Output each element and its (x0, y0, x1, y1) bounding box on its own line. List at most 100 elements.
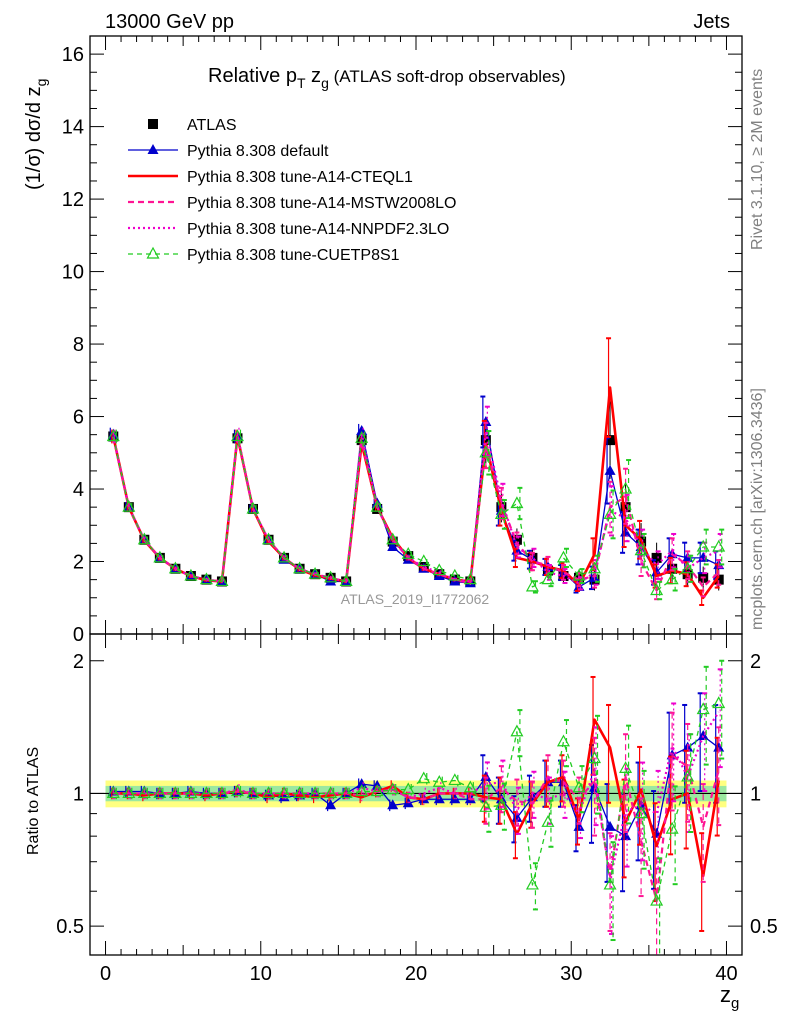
series-point (106, 429, 120, 442)
series-point (356, 425, 368, 436)
x-axis-label-text: z (720, 982, 731, 1007)
y-tick-label: 4 (73, 479, 84, 501)
series-point (620, 526, 632, 537)
ratio-point (650, 893, 664, 906)
ratio-point (387, 799, 399, 810)
series-point (246, 501, 260, 514)
legend-label: Pythia 8.308 default (187, 143, 329, 160)
ratio-point (153, 786, 167, 799)
series-point (339, 574, 353, 587)
x-tick-label: 40 (715, 963, 737, 985)
x-tick-label: 20 (405, 963, 427, 985)
series-point (153, 550, 167, 563)
ratio-point (619, 761, 633, 773)
series-point (370, 499, 384, 512)
legend-entry: Pythia 8.308 tune-A14-NNPDF2.3LO (128, 221, 449, 238)
ratio-point (324, 786, 338, 799)
y-tick-label: 12 (62, 189, 84, 211)
ratio-point (448, 773, 462, 786)
ratio-point (293, 786, 307, 799)
x-tick-label: 30 (560, 963, 582, 985)
legend-entry: Pythia 8.308 tune-A14-CTEQL1 (128, 169, 413, 186)
legend-label: Pythia 8.308 tune-CUETP8S1 (187, 247, 400, 264)
ratio-point (573, 820, 585, 831)
y-tick-label: 16 (62, 44, 84, 66)
series-point (479, 445, 493, 458)
series-point (604, 464, 616, 475)
ratio-point (588, 751, 602, 764)
ratio-point (665, 821, 679, 834)
atlas-point (713, 574, 724, 585)
y-tick-label: 2 (73, 552, 84, 574)
series-point (325, 575, 337, 586)
series-point (308, 566, 322, 579)
ratio-point (184, 786, 198, 799)
series-4 (106, 429, 726, 601)
ratio-point (620, 830, 632, 841)
ratio-point (713, 741, 725, 752)
ratio-point (370, 784, 384, 797)
series-point (355, 431, 369, 443)
ratio-point (339, 786, 353, 799)
ratio-ylabel: Ratio to ATLAS (25, 747, 42, 855)
series-point (572, 568, 586, 581)
legend-marker (148, 119, 158, 129)
ratio-point (355, 784, 369, 797)
series-point (634, 543, 648, 556)
ratio-series-4 (106, 659, 726, 955)
series-point (712, 539, 726, 552)
rivet-label: Rivet 3.1.10, ≥ 2M events (749, 69, 766, 250)
ratio-point (325, 799, 337, 810)
title-pre: Relative p (208, 65, 297, 87)
series-point (277, 550, 291, 563)
ratio-point (230, 784, 244, 797)
legend-marker (146, 246, 160, 259)
series-point (184, 568, 198, 581)
legend: ATLAS Pythia 8.308 default Pythia 8.308 tu… (128, 117, 456, 264)
y-tick-label: 8 (73, 334, 84, 356)
legend-entry: Pythia 8.308 tune-A14-MSTW2008LO (128, 195, 456, 212)
ratio-point (556, 734, 570, 747)
y-tick-label: 0 (73, 624, 84, 646)
ratio-point (199, 786, 213, 799)
series-point (448, 568, 462, 581)
ratio-point (277, 786, 291, 799)
ratio-point (386, 782, 400, 795)
series-point (665, 572, 679, 585)
series-point (324, 570, 338, 583)
ratio-point (262, 786, 276, 799)
ratio-point (681, 769, 695, 782)
y-tick-label: 6 (73, 407, 84, 429)
series-point (681, 561, 695, 574)
title-sub-g: g (321, 75, 329, 91)
title-mid: z (306, 65, 322, 87)
ratio-y-tick-label: 1 (73, 783, 84, 805)
ratio-point (604, 820, 616, 831)
chart-title: Relative pT zg (ATLAS soft-drop observab… (208, 65, 566, 91)
ratio-point (106, 786, 120, 799)
series-point (619, 481, 633, 494)
series-point (541, 572, 555, 585)
legend-label: Pythia 8.308 tune-A14-CTEQL1 (187, 169, 413, 186)
ratio-line (113, 754, 720, 903)
ratio-point (215, 786, 229, 799)
ratio-point (634, 806, 648, 819)
title-post: (ATLAS soft-drop observables) (329, 67, 566, 86)
atlas-point (651, 552, 662, 563)
ratio-point (122, 786, 136, 799)
ratio-point (712, 696, 726, 709)
series-point (168, 561, 182, 574)
series-point (137, 532, 151, 545)
series-point (401, 547, 415, 559)
series-point (199, 572, 213, 585)
ratio-point (697, 729, 709, 740)
series-point (262, 532, 276, 545)
main-ylabel: (1/σ) dσ/d zg (23, 79, 49, 190)
series-3 (112, 405, 723, 591)
legend-entry: Pythia 8.308 default (128, 143, 329, 160)
atlas-point (511, 534, 522, 545)
ratio-point (494, 798, 508, 810)
ratio-point (401, 782, 415, 795)
ratio-y-tick-label-right: 2 (750, 651, 761, 673)
